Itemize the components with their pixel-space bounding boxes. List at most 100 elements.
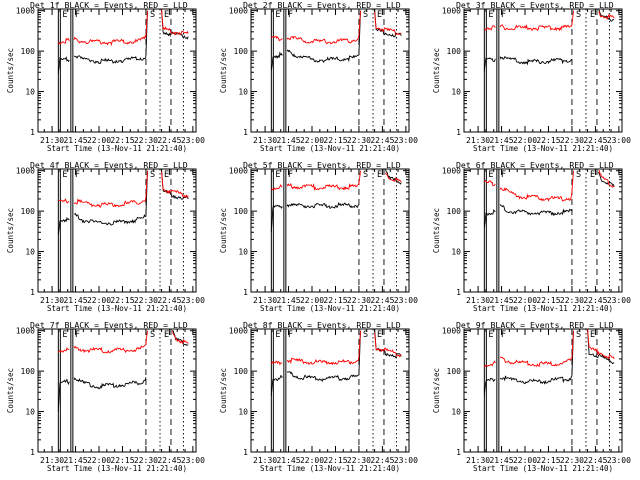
x-tick-label: 23:00 [181, 456, 205, 465]
x-tick-label: 23:00 [181, 136, 205, 145]
y-tick-label: 100 [447, 207, 462, 216]
y-tick-label: 100 [21, 47, 36, 56]
y-tick-label: 100 [234, 367, 249, 376]
marker-label: E [62, 10, 67, 20]
x-tick-label: 22:00 [513, 456, 537, 465]
marker-label: E [275, 170, 280, 180]
chart-title: Det 9f BLACK = Events, RED = LLD [456, 320, 614, 330]
series-line-lld [286, 330, 361, 366]
x-tick-label: 22:15 [536, 296, 560, 305]
series-line-events [374, 9, 402, 38]
series-line-events [270, 375, 283, 396]
y-tick-label: 10 [238, 408, 248, 417]
x-tick-label: 22:00 [300, 136, 324, 145]
series-line-events [483, 378, 496, 396]
marker-label: E [62, 330, 67, 340]
x-tick-label: 21:30 [253, 456, 277, 465]
y-axis-label: Counts/sec [6, 208, 15, 253]
series-line-events [270, 51, 283, 71]
y-tick-label: 10 [25, 248, 35, 257]
x-axis-label: Start Time (13-Nov-11 21:21:40) [260, 304, 400, 313]
x-tick-label: 22:30 [560, 456, 584, 465]
series-line-events [270, 204, 283, 233]
series-line-events [161, 170, 189, 200]
x-axis-label: Start Time (13-Nov-11 21:21:40) [47, 304, 187, 313]
series-line-lld [483, 360, 496, 368]
x-tick-label: 21:45 [63, 136, 87, 145]
marker-label: F [75, 10, 80, 20]
series-line-events [286, 330, 361, 382]
chart-title: Det 5f BLACK = Events, RED = LLD [243, 160, 401, 170]
series-line-lld [587, 329, 615, 360]
series-line-lld [499, 10, 574, 32]
x-tick-label: 22:00 [87, 456, 111, 465]
marker-label: E [488, 10, 493, 20]
x-tick-label: 22:30 [347, 136, 371, 145]
x-tick-label: 22:30 [134, 296, 158, 305]
y-axis-label: Counts/sec [219, 48, 228, 93]
marker-label: S [150, 330, 155, 340]
y-tick-label: 1 [30, 288, 35, 297]
chart-title: Det 2f BLACK = Events, RED = LLD [243, 0, 401, 10]
y-tick-label: 10 [238, 88, 248, 97]
chart-frame [37, 328, 197, 453]
chart-frame [463, 328, 623, 453]
series-line-lld [499, 330, 574, 368]
y-tick-label: 1 [30, 448, 35, 457]
x-axis-label: Start Time (13-Nov-11 21:21:40) [473, 464, 613, 473]
x-tick-label: 21:30 [40, 296, 64, 305]
y-axis-label: Counts/sec [432, 368, 441, 413]
x-tick-label: 21:45 [489, 296, 513, 305]
series-line-lld [374, 332, 402, 358]
chart-title: Det 1f BLACK = Events, RED = LLD [30, 0, 188, 10]
x-tick-label: 22:45 [370, 136, 394, 145]
series-line-events [385, 169, 402, 185]
series-line-lld [161, 9, 189, 36]
series-line-events [499, 330, 574, 385]
x-tick-label: 21:45 [276, 136, 300, 145]
series-line-events [57, 216, 70, 235]
y-tick-label: 1000 [16, 167, 35, 176]
x-tick-label: 21:45 [489, 136, 513, 145]
chart-panel-9: Det 9f BLACK = Events, RED = LLD 1 10 100 10… [432, 320, 631, 473]
series-line-events [73, 170, 148, 226]
x-tick-label: 22:45 [370, 296, 394, 305]
series-line-events [587, 330, 615, 365]
x-tick-label: 22:15 [323, 456, 347, 465]
y-tick-label: 10 [238, 248, 248, 257]
marker-label: E [488, 330, 493, 340]
x-tick-label: 23:00 [607, 136, 631, 145]
series-line-events [286, 201, 359, 209]
series-line-lld [270, 360, 283, 366]
y-tick-label: 10 [25, 88, 35, 97]
x-tick-label: 23:00 [607, 296, 631, 305]
x-tick-label: 22:30 [560, 136, 584, 145]
series-line-events [483, 57, 496, 72]
marker-label: F [75, 330, 80, 340]
chart-frame [463, 168, 623, 293]
x-tick-label: 22:45 [583, 136, 607, 145]
series-line-lld [57, 37, 70, 45]
y-tick-label: 1000 [229, 327, 248, 336]
y-tick-label: 1000 [16, 327, 35, 336]
series-line-lld [73, 10, 148, 46]
x-tick-label: 22:45 [370, 456, 394, 465]
chart-frame [250, 8, 410, 133]
marker-label: S [576, 170, 581, 180]
chart-title: Det 3f BLACK = Events, RED = LLD [456, 0, 614, 10]
marker-label: E [590, 10, 595, 20]
series-line-lld [598, 11, 615, 20]
series-line-events [499, 204, 573, 217]
x-axis-label: Start Time (13-Nov-11 21:21:40) [473, 144, 613, 153]
x-tick-label: 22:30 [347, 296, 371, 305]
y-axis-label: Counts/sec [219, 368, 228, 413]
y-tick-label: 1000 [442, 327, 461, 336]
x-tick-label: 22:30 [560, 296, 584, 305]
marker-label: F [501, 10, 506, 20]
chart-title: Det 8f BLACK = Events, RED = LLD [243, 320, 401, 330]
series-line-lld [374, 12, 402, 36]
x-tick-label: 23:00 [607, 456, 631, 465]
y-tick-label: 10 [451, 248, 461, 257]
